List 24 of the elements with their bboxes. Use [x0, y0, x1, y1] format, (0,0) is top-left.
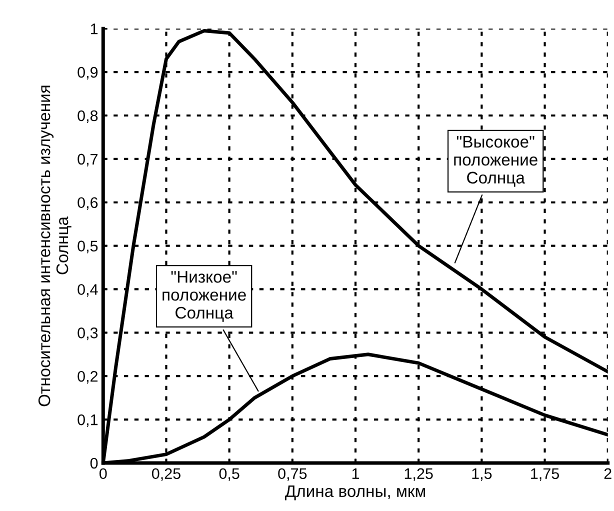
- y-axis-title: Относительная интенсивность излучения Солнца: [38, 86, 72, 406]
- x-tick-label: 2: [604, 468, 612, 479]
- y-tick-label: 0: [90, 458, 98, 469]
- y-tick-label: 0,7: [78, 154, 98, 166]
- y-tick-label: 0,2: [78, 370, 98, 384]
- annotation: "Высокое" положение Солнца: [454, 136, 538, 187]
- x-tick-label: 1,5: [472, 468, 492, 481]
- x-tick-label: 1: [352, 468, 360, 479]
- y-tick-label: 0,9: [78, 66, 98, 80]
- y-tick-label: 0,1: [78, 414, 98, 428]
- x-tick-label: 1,25: [404, 468, 433, 481]
- x-tick-label: 0,5: [219, 468, 240, 481]
- x-axis-title: Длина волны, мкм: [284, 485, 426, 500]
- y-tick-label: 1: [90, 24, 98, 34]
- y-tick-label: 0,5: [78, 240, 98, 254]
- y-tick-label: 0,6: [78, 197, 98, 210]
- x-tick-label: 0,75: [278, 468, 307, 481]
- annotation: "Низкое" положение Солнца: [162, 271, 246, 322]
- y-tick-label: 0,3: [78, 328, 98, 340]
- y-tick-label: 0,8: [78, 110, 98, 123]
- x-tick-label: 0: [100, 468, 107, 480]
- y-tick-label: 0,4: [78, 284, 98, 297]
- x-tick-label: 0,25: [152, 468, 180, 481]
- x-tick-label: 1,75: [531, 468, 559, 481]
